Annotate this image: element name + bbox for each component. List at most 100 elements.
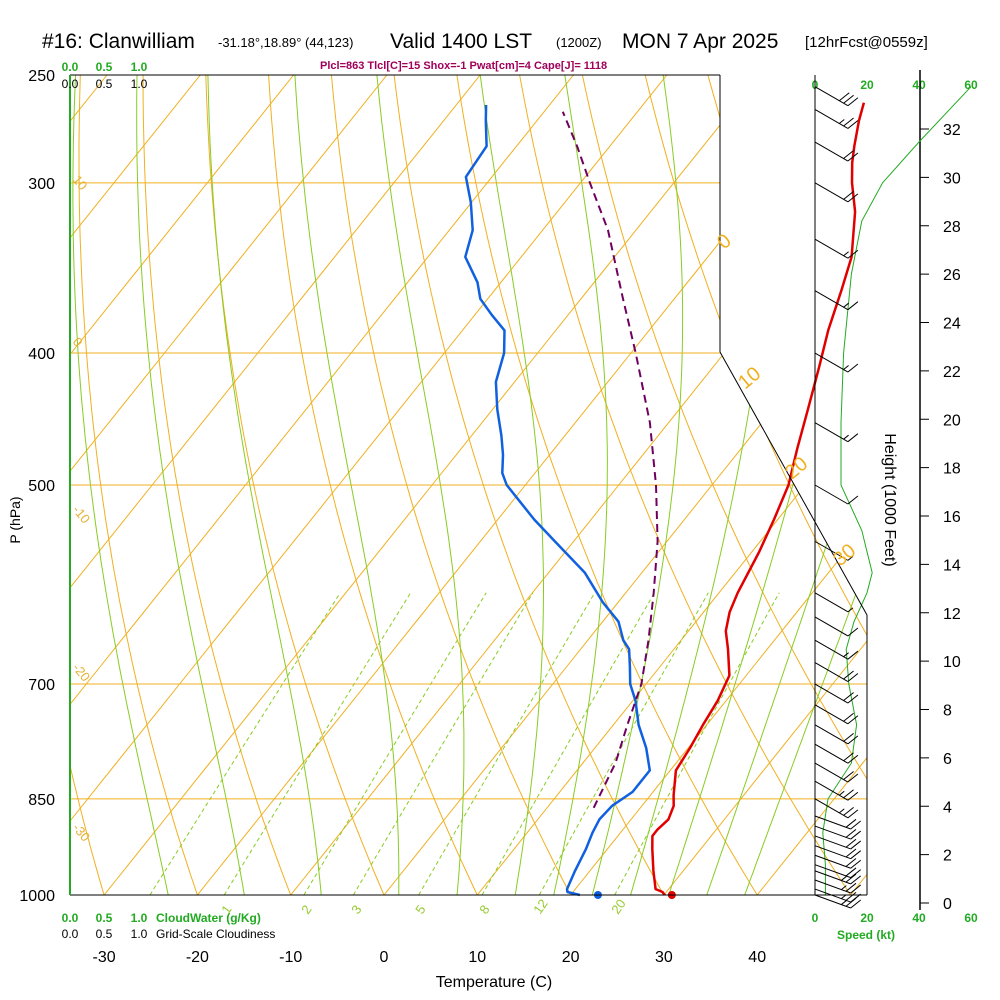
isotherm-label: -20 [70,660,94,684]
wind-barb-staff [814,798,849,819]
isotherm-label: -30 [70,820,94,844]
station-title: #16: Clanwilliam [42,30,195,53]
speed-tick-bottom: 60 [964,911,978,925]
dry-adiabat-line [514,75,867,895]
pressure-tick-label: 1000 [19,888,55,905]
moist-adiabat-line [696,75,867,895]
cloudiness-scale-bottom: 1.0 [131,927,148,941]
height-tick-label: 10 [943,654,961,671]
pressure-tick-label: 500 [28,478,55,495]
stability-params: Plcl=863 Tlcl[C]=15 Shox=-1 Pwat[cm]=4 C… [320,60,608,72]
wind-barb-staff [814,290,849,311]
wind-barb-flag [847,495,859,505]
wind-barb [814,780,859,801]
wind-barb [814,798,859,819]
height-tick-label: 20 [943,412,961,429]
wind-barb-half-flag [843,365,849,370]
wind-barb-staff [814,762,849,783]
cloudiness-scale-top: 0.5 [96,77,113,91]
moist-adiabat-line [479,75,544,895]
temperature-tick-label: -20 [186,949,209,966]
temperature-tick-label: -10 [279,949,302,966]
height-tick-label: 24 [943,316,961,333]
wind-barb [814,724,859,745]
wind-barb-flag [845,858,857,867]
mixing-ratio-line [538,592,709,895]
temperature-axis-label: Temperature (C) [436,974,552,991]
wind-barb-half-flag [843,652,849,658]
wind-barb-staff [814,422,849,443]
dry-adiabat-line [142,75,303,895]
wind-barb-staff [814,854,851,869]
height-tick-label: 8 [943,703,952,720]
wind-barb-half-flag [843,434,849,440]
wind-barb-staff [814,888,851,903]
mixing-ratio-line [418,592,596,895]
speed-tick-bottom: 40 [912,911,926,925]
wind-barb-staff [814,141,849,162]
isotherm-label: -10 [70,502,94,526]
valid-zulu: (1200Z) [556,35,602,50]
wind-barb [814,825,862,840]
wind-barb-half-flag [847,555,854,561]
wind-barb-flag [847,650,859,660]
wind-barb-staff [814,894,851,909]
wind-barb-flag [843,789,854,799]
wind-barb-staff [814,484,849,505]
dry-adiabat-line [452,75,776,895]
dry-adiabat-line [204,75,398,895]
mixing-ratio-line [223,592,412,895]
wind-barb-flag [847,754,859,764]
wind-barb-flag [847,627,859,637]
wind-barb-flag [847,809,859,819]
wind-barb-flag [843,732,854,742]
moist-adiabat-line [733,75,867,895]
wind-barb-half-flag [840,900,847,905]
wind-barb [814,683,859,704]
mixing-ratio-line [149,592,341,895]
wind-barb-staff [814,109,849,129]
cloudwater-scale-top: 0.5 [96,60,113,74]
pressure-tick-label: 700 [28,677,55,694]
mixing-ratio-label: 8 [476,902,492,917]
cloudwater-scale-bottom: 0.5 [96,911,113,925]
isotherm-line [0,75,14,895]
wind-barb-staff [814,683,849,704]
isotherm-line [70,75,388,895]
temperature-tick-label: 0 [380,949,389,966]
wind-barb-flag [850,840,862,850]
dry-adiabat-line [70,75,114,895]
wind-barb-flag [847,673,859,682]
wind-barb-half-flag [843,251,849,257]
wind-barb-staff [814,825,851,840]
wind-barb-staff [814,592,849,613]
series-parcel-line [561,111,659,809]
dry-adiabat-line [266,75,492,895]
wind-barb-staff [814,616,849,637]
height-tick-label: 26 [943,267,961,284]
wind-barb-flag [847,193,859,203]
mixing-ratio-line [303,592,487,895]
wind-barb-flag [838,92,850,102]
wind-barb-flag [850,859,862,869]
mixing-ratio-label: 12 [530,896,551,916]
wind-barb [814,704,859,725]
wind-barb-half-flag [847,607,854,613]
mixing-ratio-label: 3 [348,902,364,917]
wind-barb-staff [814,879,851,894]
wind-barb [814,109,859,129]
moist-adiabat-line [584,75,684,895]
cloudiness-scale-bottom: 0.0 [62,927,79,941]
wind-barb-staff [814,743,849,764]
pressure-tick-label: 400 [28,346,55,363]
wind-barb-flag [850,884,862,894]
wind-barb [814,870,862,885]
isotherm-line [70,75,668,895]
wind-barb-flag [843,771,854,780]
height-tick-label: 0 [943,896,952,913]
wind-barb-flag [845,882,857,892]
speed-tick-top: 60 [964,78,978,92]
isotherm-line [70,75,294,895]
